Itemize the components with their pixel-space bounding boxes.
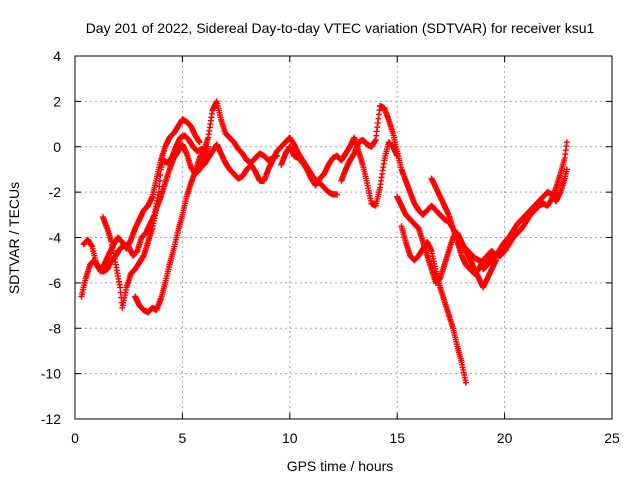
y-tick-label: 4 [53, 48, 61, 64]
plot-frame [74, 55, 613, 420]
data-point-marker [334, 191, 341, 198]
series-satellite-track-d [132, 98, 280, 316]
series-satellite-track-j [428, 139, 570, 277]
y-tick-label: -2 [49, 184, 62, 200]
series-satellite-track-e [200, 134, 341, 198]
y-tick-label: -12 [41, 411, 61, 427]
grid-lines [75, 56, 612, 419]
data-point-marker [462, 379, 469, 386]
x-tick-label: 15 [389, 430, 405, 446]
x-tick-label: 5 [179, 430, 187, 446]
x-tick-label: 20 [497, 430, 513, 446]
data-points [78, 98, 570, 386]
y-tick-label: -4 [49, 230, 62, 246]
tick-labels: 0 5 10 15 20 25 -12 -10 -8 -6 -4 -2 0 2 4 [41, 48, 620, 446]
data-point-marker [563, 139, 570, 146]
series-satellite-track-f [278, 134, 401, 209]
series-satellite-track-b [80, 116, 203, 275]
chart-title: Day 201 of 2022, Sidereal Day-to-day VTE… [86, 20, 595, 36]
x-tick-label: 0 [71, 430, 79, 446]
x-tick-label: 25 [604, 430, 620, 446]
series-satellite-track-k [480, 166, 570, 273]
series-satellite-track-a [78, 132, 205, 300]
y-axis-title: SDTVAR / TECUs [6, 182, 22, 294]
y-tick-label: 2 [53, 93, 61, 109]
x-axis-title: GPS time / hours [287, 458, 394, 474]
data-point-marker [196, 139, 203, 146]
y-tick-label: 0 [53, 139, 61, 155]
y-tick-label: -10 [41, 366, 61, 382]
y-tick-label: -8 [49, 320, 62, 336]
data-point-marker [117, 284, 124, 291]
series-satellite-track-g [338, 102, 495, 266]
y-tick-label: -6 [49, 275, 62, 291]
data-point-marker [563, 166, 570, 173]
x-tick-label: 10 [282, 430, 298, 446]
